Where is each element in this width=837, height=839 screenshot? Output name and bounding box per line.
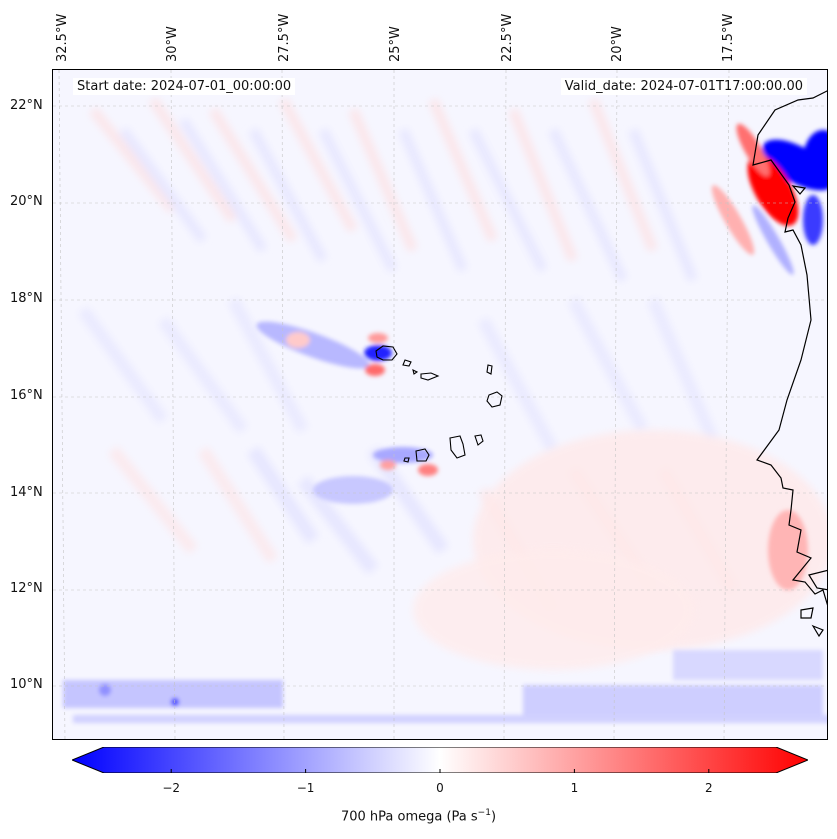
colorbar: [70, 746, 810, 774]
omega-map: Start date: 2024-07-01_00:00:00 Valid_da…: [52, 69, 828, 740]
lat-label-18n: 18°N: [10, 291, 43, 306]
omega-field: [53, 70, 827, 739]
start-date-label: Start date: 2024-07-01_00:00:00: [73, 78, 296, 95]
colorbar-tick-label: 1: [570, 781, 579, 795]
colorbar-tick-label: −1: [296, 781, 315, 795]
colorbar-tick-marks: [170, 769, 710, 773]
lon-label-25w: 25°W: [388, 26, 403, 62]
colorbar-tick-label: 2: [704, 781, 713, 795]
colorbar-label-exponent: −1: [477, 808, 491, 818]
lon-label-27-5w: 27.5°W: [277, 13, 292, 62]
lon-label-30w: 30°W: [165, 26, 180, 62]
colorbar-label-text: 700 hPa omega (Pa s: [340, 809, 478, 825]
cape-verde-islands: [375, 345, 503, 463]
colorbar-gradient: [70, 746, 810, 774]
lat-label-16n: 16°N: [10, 388, 43, 403]
lon-label-20w: 20°W: [610, 26, 625, 62]
colorbar-tick-label: 0: [436, 781, 444, 795]
lat-label-14n: 14°N: [10, 485, 43, 500]
lon-label-17-5w: 17.5°W: [721, 13, 736, 62]
omega-coastal-dipole: [711, 123, 827, 590]
colorbar-label: 700 hPa omega (Pa s−1): [0, 808, 837, 824]
colorbar-tick-label: −2: [162, 781, 181, 795]
lat-label-12n: 12°N: [10, 581, 43, 596]
lat-label-10n: 10°N: [10, 677, 43, 692]
african-coastline: [752, 90, 827, 638]
omega-streaks: [78, 97, 739, 614]
lat-label-22n: 22°N: [10, 98, 43, 113]
lat-label-20n: 20°N: [10, 194, 43, 209]
valid-date-label: Valid_date: 2024-07-01T17:00:00.00: [560, 78, 807, 95]
colorbar-label-close: ): [490, 809, 497, 825]
omega-southern-band: [63, 650, 827, 723]
lon-label-32-5w: 32.5°W: [55, 13, 70, 62]
map-gridlines: [53, 70, 827, 739]
lon-label-22-5w: 22.5°W: [500, 13, 515, 62]
